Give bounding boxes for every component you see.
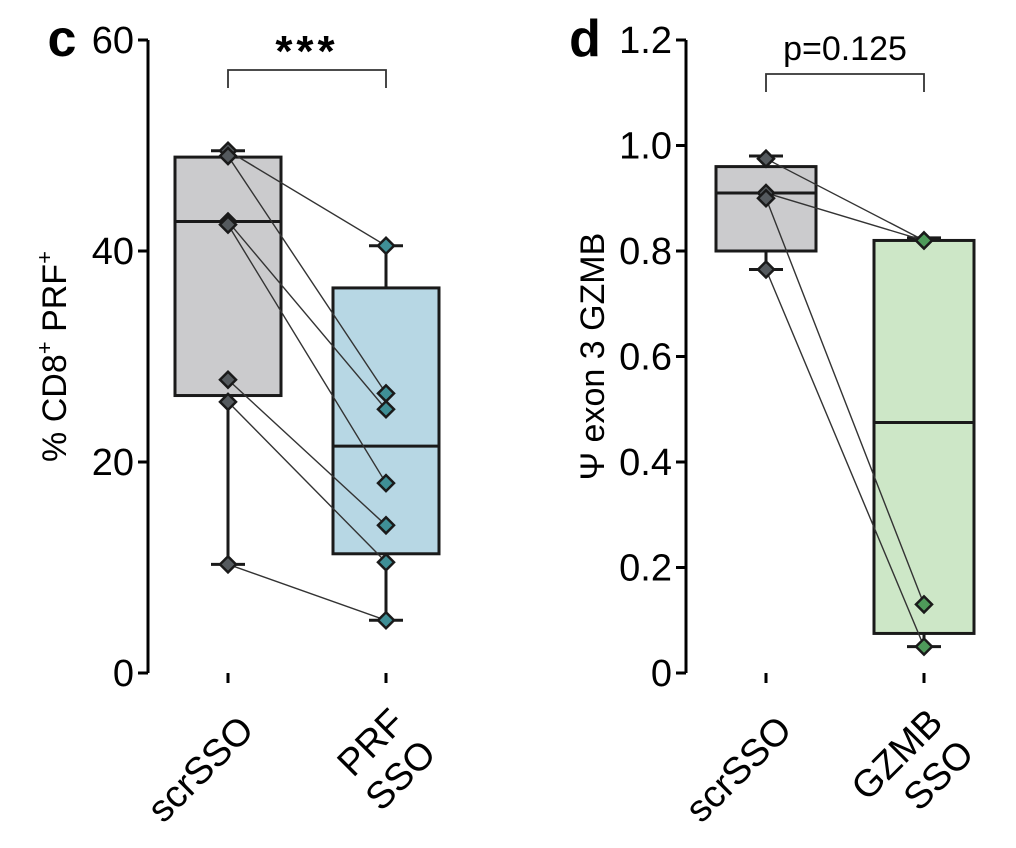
box-1: [173, 149, 283, 566]
significance-bracket: [227, 69, 387, 88]
significance-label: ***: [275, 27, 338, 76]
pair-line: [227, 221, 387, 410]
box-rect: [331, 286, 441, 556]
pair-line: [765, 158, 925, 242]
pair-line: [765, 269, 925, 647]
box-rect: [714, 165, 818, 253]
data-point-prf-sso: [376, 515, 396, 536]
x-category-label: GZMBSSO: [844, 701, 982, 839]
pair-line: [227, 155, 387, 394]
data-point-scrsso: [756, 259, 776, 280]
data-point-gzmb-sso: [914, 636, 934, 657]
panel-d: d 0 0.2 0.4 0.6 0.8 1.0 1.2 Ψ exon 3 GZMB scrSSO G…: [569, 10, 982, 839]
pair-line: [227, 563, 387, 621]
data-point-prf-sso: [376, 552, 396, 572]
y-tick-label: 0: [651, 653, 672, 695]
panel-letter: c: [48, 10, 77, 68]
data-point-prf-sso: [376, 610, 396, 631]
data-point-gzmb-sso: [914, 594, 934, 615]
x-category-label: scrSSO: [140, 708, 262, 830]
y-tick-label: 0.4: [619, 442, 672, 484]
data-point-scrsso: [756, 148, 776, 169]
data-point-prf-sso: [376, 399, 396, 420]
data-point-scrsso: [218, 214, 238, 235]
y-tick-label: 0.8: [619, 231, 672, 273]
y-tick-label: 0: [113, 653, 134, 695]
y-tick-label: 0.6: [619, 337, 672, 379]
data-point-scrsso: [218, 392, 238, 412]
x-category-label: PRFSSO: [327, 701, 445, 819]
data-point-prf-sso: [376, 473, 396, 493]
y-tick-label: 40: [92, 231, 134, 273]
data-point-scrsso: [218, 369, 238, 390]
data-point-gzmb-sso: [914, 230, 934, 251]
data-point-scrsso: [218, 146, 238, 166]
pair-line: [765, 192, 925, 242]
pair-line: [227, 224, 387, 484]
data-point-scrsso: [218, 554, 238, 575]
box-1: [714, 154, 818, 271]
box-rect: [872, 238, 976, 635]
box-rect: [173, 155, 283, 398]
data-point-scrsso: [756, 188, 776, 209]
pair-line: [227, 150, 387, 247]
significance-label: p=0.125: [783, 30, 907, 68]
y-tick-label: 1.0: [619, 126, 672, 168]
y-axis-title: Ψ exon 3 GZMB: [574, 233, 612, 481]
significance-bracket: [765, 73, 925, 92]
pair-line: [227, 401, 387, 563]
panel-letter: d: [569, 10, 601, 68]
y-tick-label: 20: [92, 442, 134, 484]
pair-line: [227, 379, 387, 526]
pair-line: [765, 197, 925, 605]
y-tick-label: 60: [92, 20, 134, 62]
y-axis-title: % CD8+ PRF+: [32, 251, 74, 462]
y-tick-label: 1.2: [619, 20, 672, 62]
panel-c: c 0 20 40 60 % CD8+ PRF+ scrSSO PRFSSO ***: [32, 10, 444, 831]
data-point-prf-sso: [376, 235, 396, 256]
x-category-label: scrSSO: [678, 708, 800, 830]
box-2: [872, 236, 976, 649]
y-tick-label: 0.2: [619, 548, 672, 590]
